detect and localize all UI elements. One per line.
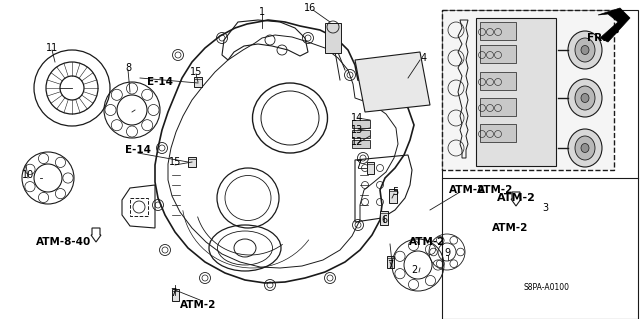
- Ellipse shape: [581, 46, 589, 55]
- Text: 8: 8: [125, 63, 131, 73]
- Bar: [352, 120, 370, 128]
- Text: S8PA-A0100: S8PA-A0100: [523, 284, 569, 293]
- Bar: [130, 198, 148, 216]
- Bar: [352, 140, 370, 148]
- Bar: [194, 77, 202, 87]
- Text: 15: 15: [190, 67, 202, 77]
- Text: 2: 2: [411, 265, 417, 275]
- Text: ATM-2: ATM-2: [477, 185, 513, 195]
- Bar: [480, 98, 516, 116]
- Bar: [480, 45, 516, 63]
- Text: 7: 7: [355, 160, 361, 170]
- Text: 3: 3: [542, 203, 548, 213]
- Bar: [480, 124, 516, 142]
- Text: 11: 11: [46, 43, 58, 53]
- Text: 5: 5: [392, 187, 398, 197]
- Text: ATM-2: ATM-2: [497, 193, 536, 203]
- Text: 7: 7: [170, 288, 176, 298]
- Text: 12: 12: [351, 137, 363, 147]
- Text: 10: 10: [22, 170, 34, 180]
- Bar: [325, 23, 341, 53]
- Ellipse shape: [568, 31, 602, 69]
- Ellipse shape: [568, 79, 602, 117]
- Text: 13: 13: [351, 125, 363, 135]
- Bar: [380, 211, 388, 225]
- Bar: [389, 189, 397, 203]
- Bar: [188, 157, 196, 167]
- Ellipse shape: [575, 136, 595, 160]
- Text: ATM-2: ATM-2: [180, 300, 216, 310]
- Text: 6: 6: [381, 215, 387, 225]
- Text: ATM-2: ATM-2: [409, 237, 445, 247]
- Ellipse shape: [568, 129, 602, 167]
- Ellipse shape: [581, 93, 589, 102]
- Bar: [442, 10, 614, 170]
- Text: 16: 16: [304, 3, 316, 13]
- Bar: [387, 256, 394, 268]
- Text: 4: 4: [421, 53, 427, 63]
- Text: 15: 15: [169, 157, 181, 167]
- Text: FR.: FR.: [587, 33, 606, 43]
- Text: ATM-2: ATM-2: [492, 223, 528, 233]
- Text: E-14: E-14: [147, 77, 173, 87]
- Bar: [367, 162, 374, 174]
- Ellipse shape: [575, 38, 595, 62]
- Bar: [352, 130, 370, 138]
- Bar: [442, 10, 638, 319]
- Text: E-14: E-14: [125, 145, 151, 155]
- Text: 1: 1: [259, 7, 265, 17]
- Ellipse shape: [575, 86, 595, 110]
- Text: 7: 7: [387, 260, 393, 270]
- Text: ATM-8-40: ATM-8-40: [36, 237, 92, 247]
- Bar: [480, 22, 516, 40]
- Bar: [172, 289, 179, 301]
- Text: 9: 9: [444, 248, 450, 258]
- Bar: [476, 18, 556, 166]
- Bar: [480, 72, 516, 90]
- Polygon shape: [598, 8, 630, 42]
- Ellipse shape: [581, 144, 589, 152]
- Polygon shape: [355, 52, 430, 112]
- Text: ATM-2: ATM-2: [449, 185, 485, 195]
- Text: 14: 14: [351, 113, 363, 123]
